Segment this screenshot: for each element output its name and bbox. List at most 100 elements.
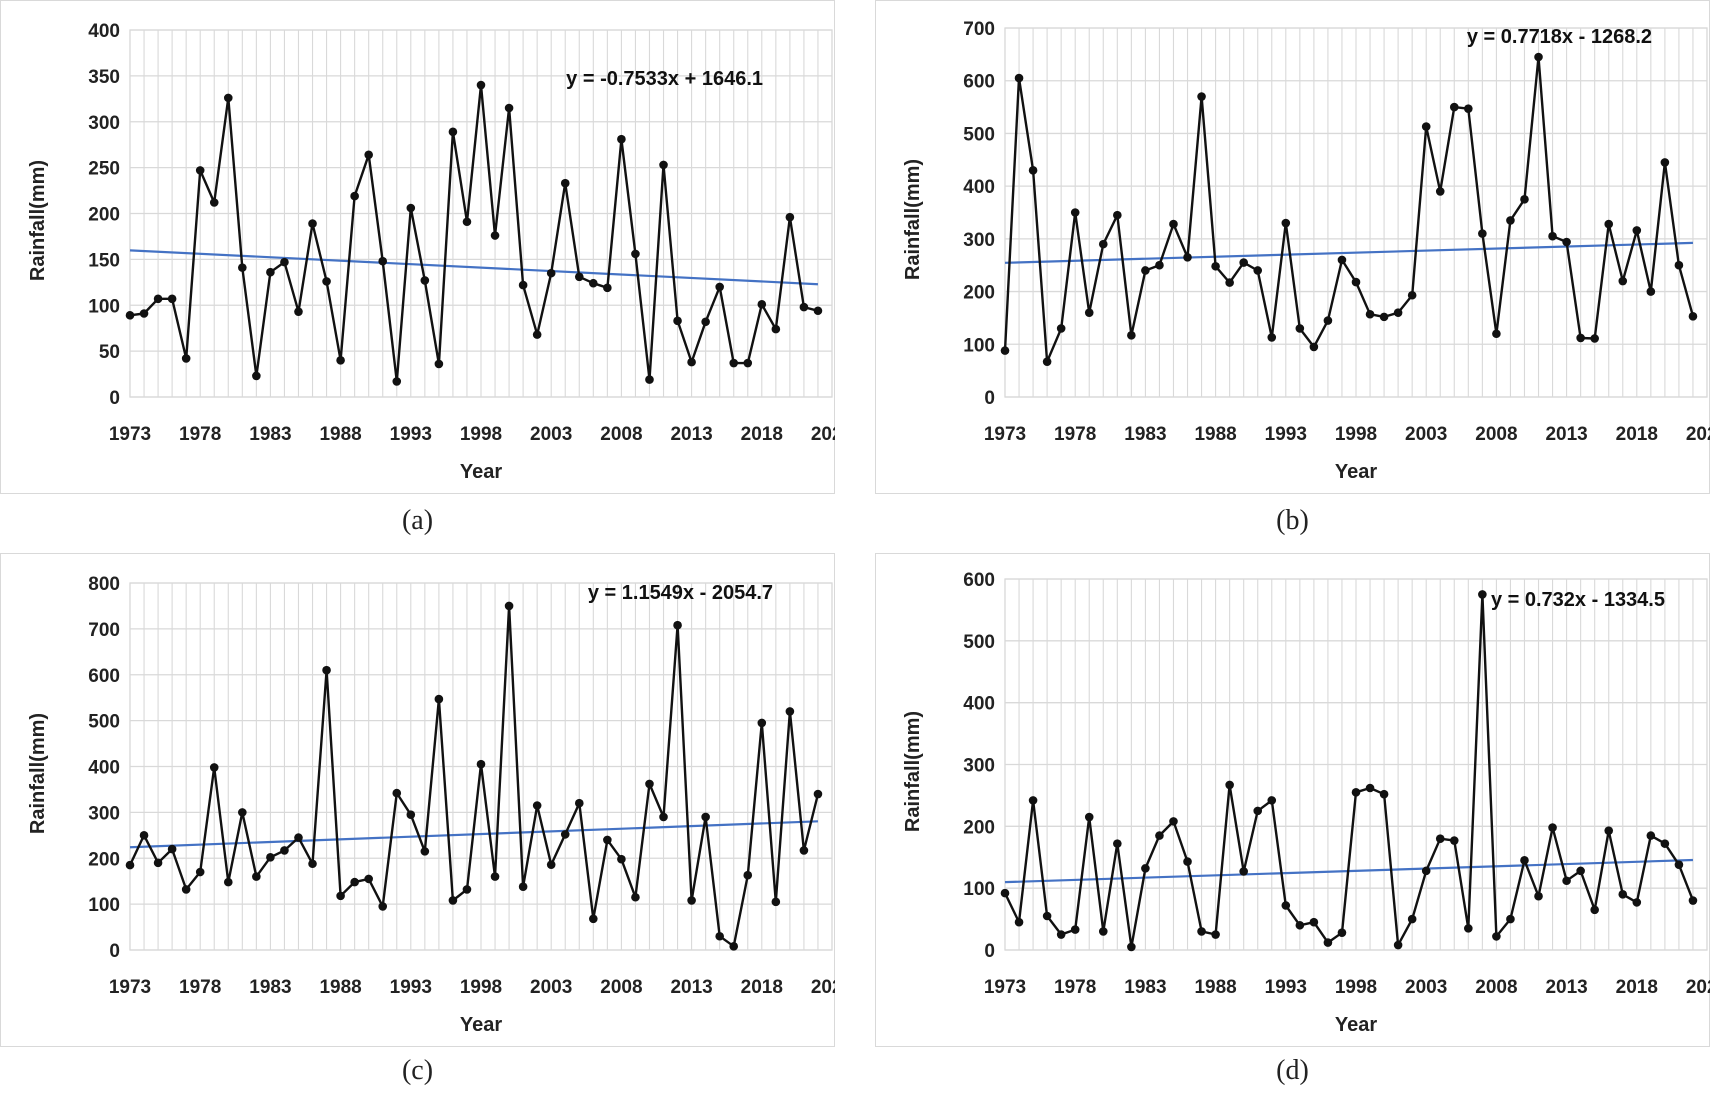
x-axis-title: Year	[460, 461, 502, 483]
data-point	[181, 354, 191, 363]
data-point	[392, 788, 402, 798]
data-point	[617, 854, 626, 864]
data-point	[631, 249, 640, 259]
series-line	[128, 604, 820, 948]
data-point	[1337, 255, 1347, 265]
data-point	[603, 283, 612, 293]
data-point	[406, 810, 416, 819]
data-point	[687, 357, 696, 367]
data-point	[378, 902, 388, 911]
data-point	[504, 601, 514, 611]
x-tick-label: 1983	[1124, 424, 1166, 445]
data-point	[799, 302, 809, 312]
x-tick-label: 2018	[741, 424, 783, 445]
data-point	[1225, 278, 1234, 287]
x-tick-label: 1988	[319, 977, 361, 998]
x-tick-label: 1978	[179, 977, 221, 998]
y-axis-title: Rainfall(mm)	[27, 160, 49, 281]
data-point	[1197, 92, 1206, 101]
data-point	[223, 877, 233, 887]
data-point	[1562, 237, 1571, 247]
data-point	[1309, 917, 1319, 927]
panel-caption-d: (d)	[1276, 1055, 1309, 1086]
data-point	[294, 833, 303, 842]
chart-panel-c: 0 100 200 300 400 500 600 700 800 1973 1978 1983 198…	[0, 553, 835, 1086]
x-tick-label: 2023	[1686, 977, 1710, 998]
y-tick-label: 300	[88, 803, 120, 824]
data-point	[1576, 866, 1585, 876]
data-point	[1183, 857, 1192, 866]
y-tick-label: 400	[963, 694, 995, 715]
x-tick-label: 1993	[390, 977, 432, 998]
y-tick-label: 500	[88, 712, 120, 733]
data-point	[238, 808, 247, 817]
data-point	[1660, 158, 1670, 167]
data-point	[1309, 342, 1319, 352]
x-tick-label: 1973	[984, 424, 1026, 445]
data-point	[813, 306, 823, 316]
data-point	[771, 324, 781, 334]
data-point	[771, 897, 781, 907]
data-point	[1113, 210, 1122, 220]
data-point	[1295, 920, 1305, 930]
data-point	[1590, 334, 1599, 343]
x-tick-label: 2003	[530, 977, 572, 998]
data-point	[462, 217, 472, 227]
x-tick-label: 1998	[460, 977, 502, 998]
data-point	[1253, 266, 1263, 275]
y-tick-label: 700	[963, 19, 995, 40]
data-point	[1070, 208, 1080, 217]
data-point	[209, 198, 219, 207]
data-point	[336, 356, 345, 365]
data-point	[308, 859, 317, 869]
data-point	[574, 272, 584, 282]
data-point	[1141, 266, 1150, 275]
data-point	[1548, 231, 1557, 241]
data-point	[420, 276, 430, 285]
y-tick-label: 100	[88, 296, 120, 317]
chart-panel-d: 0 100 200 300 400 500 600 1973 1978 1983 1988 1993 1…	[875, 553, 1710, 1086]
data-point	[1492, 329, 1501, 339]
data-point	[1098, 239, 1108, 249]
data-point	[1464, 104, 1473, 113]
data-point	[1014, 73, 1024, 83]
x-tick-label: 2013	[1545, 977, 1587, 998]
y-tick-label: 200	[963, 283, 995, 304]
plot-area-border	[1004, 27, 1708, 398]
data-point	[266, 267, 275, 277]
data-point	[167, 844, 177, 854]
data-point	[1183, 253, 1192, 262]
data-point	[195, 166, 205, 175]
trendline-equation: y = 1.1549x - 2054.7	[588, 582, 773, 604]
data-point	[687, 896, 696, 905]
data-point	[1646, 831, 1656, 840]
data-point	[1393, 308, 1403, 317]
data-point	[813, 789, 823, 799]
data-point	[448, 127, 458, 137]
y-tick-label: 400	[963, 177, 995, 198]
data-point	[1421, 122, 1431, 131]
data-point	[1098, 927, 1108, 936]
y-tick-label: 50	[99, 342, 120, 363]
data-point	[1000, 346, 1010, 355]
trendline-equation: y = -0.7533x + 1646.1	[566, 68, 763, 90]
data-point	[729, 358, 739, 368]
y-tick-label: 200	[963, 817, 995, 838]
data-point	[1604, 219, 1614, 229]
data-point	[1576, 333, 1585, 343]
data-point	[785, 707, 795, 716]
data-point	[757, 300, 767, 309]
data-point	[280, 257, 289, 267]
data-point	[294, 307, 303, 316]
data-point	[560, 178, 570, 188]
data-point	[1253, 806, 1263, 816]
x-tick-label: 2013	[670, 977, 712, 998]
data-point	[673, 620, 682, 630]
x-tick-label: 2008	[600, 424, 642, 445]
data-point	[1267, 333, 1277, 342]
trendline	[1004, 241, 1693, 264]
data-point	[209, 763, 219, 772]
data-point	[574, 798, 584, 808]
data-point	[518, 882, 528, 891]
y-tick-label: 100	[963, 335, 995, 356]
